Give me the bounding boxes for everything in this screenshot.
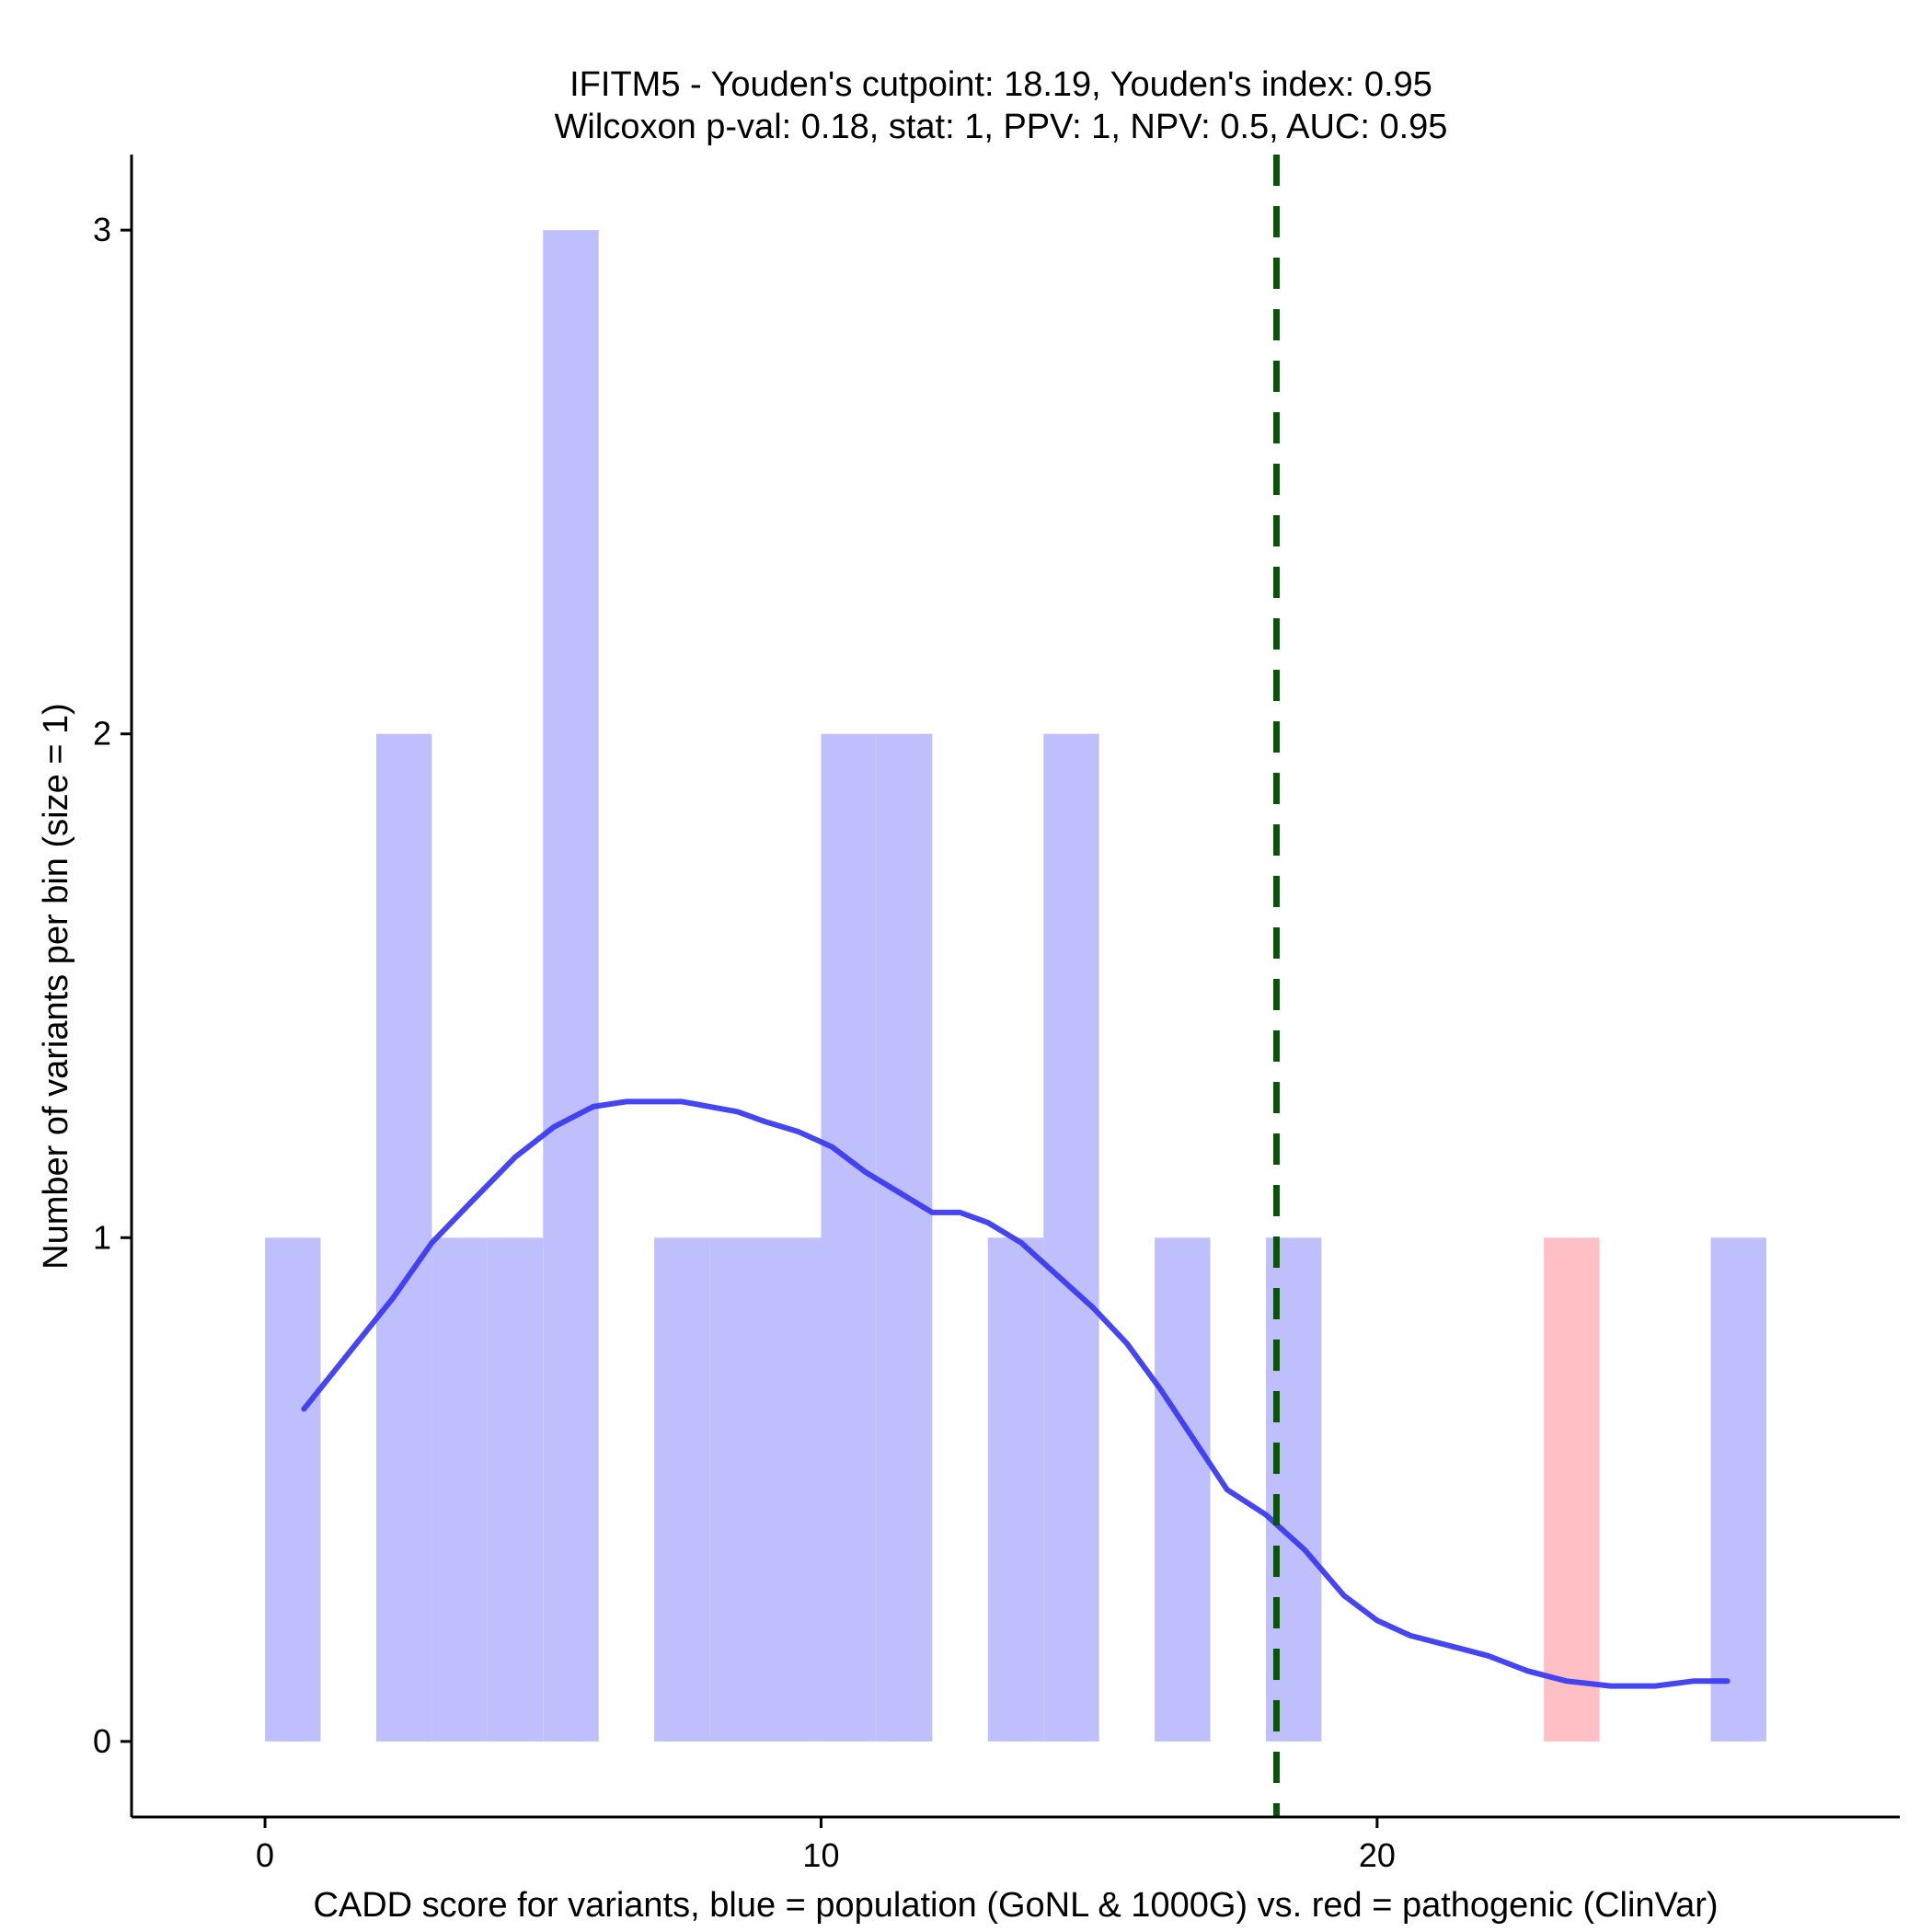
axis-ticks: 0 10 20 0 1 2 3 xyxy=(93,211,1396,1874)
x-axis-title: CADD score for variants, blue = populati… xyxy=(313,1886,1718,1925)
population-bar xyxy=(876,733,933,1742)
chart-title-line-2: Wilcoxon p-val: 0.18, stat: 1, PPV: 1, N… xyxy=(555,108,1448,146)
population-bar xyxy=(709,1237,766,1742)
population-bar xyxy=(431,1237,488,1742)
pathogenic-bar xyxy=(1544,1237,1600,1742)
histogram-bars xyxy=(265,230,1766,1742)
x-tick-label: 10 xyxy=(802,1836,839,1874)
x-tick-label: 20 xyxy=(1359,1836,1396,1874)
density-curve xyxy=(301,1098,1731,1689)
y-tick-label: 3 xyxy=(93,211,111,248)
population-bar xyxy=(543,230,599,1742)
population-bar xyxy=(1043,733,1099,1742)
population-bar xyxy=(765,1237,822,1742)
axes xyxy=(130,155,1900,1819)
population-bar xyxy=(487,1237,544,1742)
chart-title-line-1: IFITM5 - Youden's cutpoint: 18.19, Youde… xyxy=(569,65,1432,104)
population-bar xyxy=(1710,1237,1766,1742)
y-tick-label: 2 xyxy=(93,715,111,753)
y-tick-label: 1 xyxy=(93,1218,111,1256)
y-tick-label: 0 xyxy=(93,1722,111,1760)
population-bar xyxy=(375,733,432,1742)
population-bar xyxy=(1155,1237,1211,1742)
x-tick-label: 0 xyxy=(256,1836,274,1874)
density-curve-group xyxy=(301,1098,1731,1689)
population-bar xyxy=(265,1237,321,1742)
population-bar xyxy=(821,733,877,1742)
y-axis-title: Number of variants per bin (size = 1) xyxy=(37,703,75,1270)
population-bar xyxy=(987,1237,1044,1742)
population-bar xyxy=(654,1237,710,1742)
